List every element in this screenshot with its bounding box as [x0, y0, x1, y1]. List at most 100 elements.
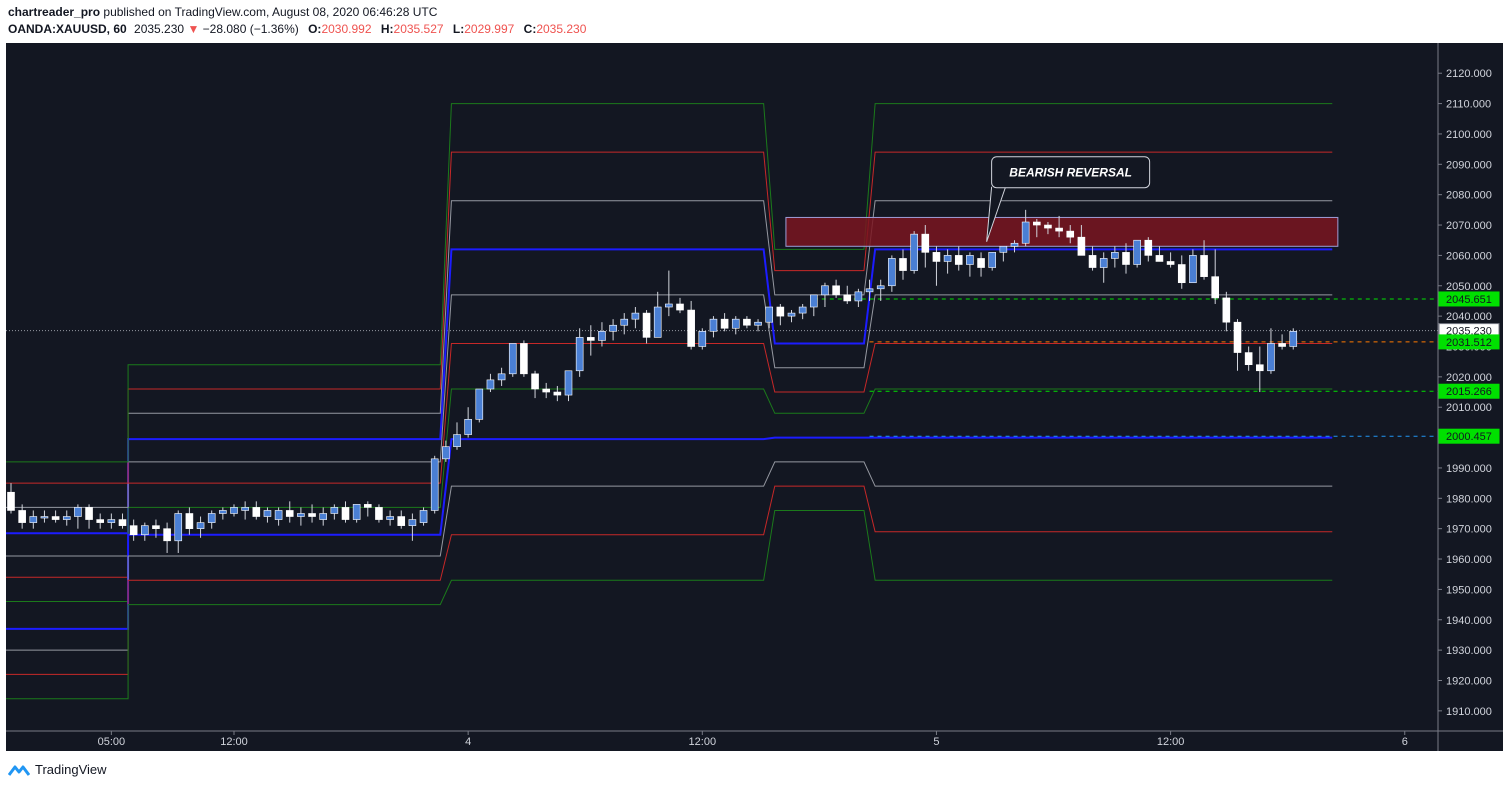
candle-body [196, 522, 205, 529]
y-tick-label: 1990.000 [1446, 463, 1492, 475]
candle-body [709, 318, 718, 332]
candle-body [62, 516, 71, 520]
x-tick-label: 6 [1402, 736, 1408, 748]
high-label: H: [380, 22, 394, 36]
candle-body [330, 507, 339, 514]
candle-body [96, 519, 104, 523]
candle-body [966, 255, 974, 265]
candle-body [7, 491, 15, 511]
candle-body [943, 255, 952, 262]
price-tag-label: 2015.266 [1446, 386, 1492, 398]
down-arrow-icon: ▼ [187, 22, 200, 36]
author-name[interactable]: chartreader_pro [8, 5, 101, 19]
candle-body [910, 233, 918, 271]
candle-body [787, 312, 796, 317]
price-chart[interactable]: 2120.000 2110.000 2100.000 2090.000 2080.000… [6, 43, 1503, 751]
candle-body [598, 331, 606, 341]
candle-body [1278, 343, 1286, 347]
close-label: C: [523, 22, 537, 36]
candle-body [743, 318, 751, 326]
candle-body [1044, 224, 1052, 229]
candle-body [1177, 264, 1186, 284]
candle-body [809, 294, 818, 308]
candle-body [74, 507, 82, 517]
price-tag-label: 2045.651 [1446, 294, 1492, 306]
candle-body [497, 373, 506, 381]
candle-body [230, 507, 238, 514]
support-5-line [6, 461, 1333, 651]
y-tick-label: 2050.000 [1446, 281, 1492, 293]
candle-body [876, 285, 885, 290]
candle-body [263, 510, 272, 517]
price-tag-box [1438, 428, 1500, 444]
candle-body [765, 306, 774, 323]
y-tick-label: 1920.000 [1446, 675, 1492, 687]
x-tick-label: 05:00 [98, 736, 126, 748]
candle-body [731, 318, 740, 329]
candle-body [508, 343, 517, 375]
low-value: 2029.997 [464, 22, 515, 36]
price-tag-label: 2000.457 [1446, 431, 1492, 443]
publisher-line: chartreader_pro published on TradingView… [8, 5, 437, 19]
candle-body [1099, 258, 1108, 268]
candle-body [185, 513, 194, 529]
candle-body [1066, 230, 1075, 238]
callout-pointer [986, 186, 1007, 242]
candle-body [631, 312, 640, 320]
candle-body [609, 324, 617, 332]
y-tick-label: 2070.000 [1446, 220, 1492, 232]
candle-body [1256, 364, 1264, 372]
candle-body [754, 321, 762, 326]
candle-body [1267, 343, 1275, 372]
candle-body [687, 309, 695, 347]
candle-body [163, 528, 171, 542]
low-label: L: [452, 22, 465, 36]
y-tick-label: 1930.000 [1446, 645, 1492, 657]
candle-body [442, 446, 450, 460]
candle-body [397, 516, 406, 526]
candle-body [1211, 276, 1219, 299]
candle-body [954, 255, 963, 265]
price-tag-label: 2031.512 [1446, 337, 1492, 349]
callout-text: BEARISH REVERSAL [1009, 166, 1132, 180]
candle-body [408, 519, 417, 526]
y-tick-label: 2080.000 [1446, 190, 1492, 202]
candle-body [486, 379, 495, 390]
tradingview-brand[interactable]: TradingView [35, 762, 107, 777]
last-price: 2035.230 [134, 22, 185, 36]
candle-body [430, 458, 439, 511]
candle-body [1021, 221, 1030, 244]
candle-body [999, 245, 1008, 253]
candle-body [620, 318, 629, 326]
candle-body [776, 306, 785, 317]
y-tick-label: 2060.000 [1446, 250, 1492, 262]
y-tick-label: 1910.000 [1446, 706, 1492, 718]
candle-body [1144, 239, 1153, 256]
y-tick-label: 2100.000 [1446, 129, 1492, 141]
candle-body [888, 258, 896, 287]
y-tick-label: 2010.000 [1446, 402, 1492, 414]
candle-body [665, 303, 673, 308]
candle-body [129, 525, 138, 536]
candle-body [988, 252, 997, 268]
published-text: published on TradingView.com, August 08,… [103, 5, 438, 19]
candle-body [1155, 255, 1164, 262]
candle-body [40, 516, 49, 519]
candle-body [1233, 321, 1242, 353]
open-value: 2030.992 [321, 22, 372, 36]
y-tick-label: 1950.000 [1446, 584, 1492, 596]
candle-body [865, 288, 874, 293]
candle-body [241, 507, 249, 511]
symbol-label: OANDA:XAUUSD, 60 [8, 22, 127, 36]
candle-body [219, 510, 227, 514]
price-tag-box [1438, 334, 1500, 350]
candle-body [341, 507, 350, 520]
y-tick-label: 2110.000 [1446, 99, 1491, 111]
resistance-2-line [6, 151, 1333, 484]
candle-body [921, 233, 930, 253]
candle-body [520, 343, 528, 375]
candle-body [18, 510, 26, 523]
candle-body [453, 434, 461, 447]
candle-body [542, 388, 551, 393]
candle-body [653, 306, 662, 338]
